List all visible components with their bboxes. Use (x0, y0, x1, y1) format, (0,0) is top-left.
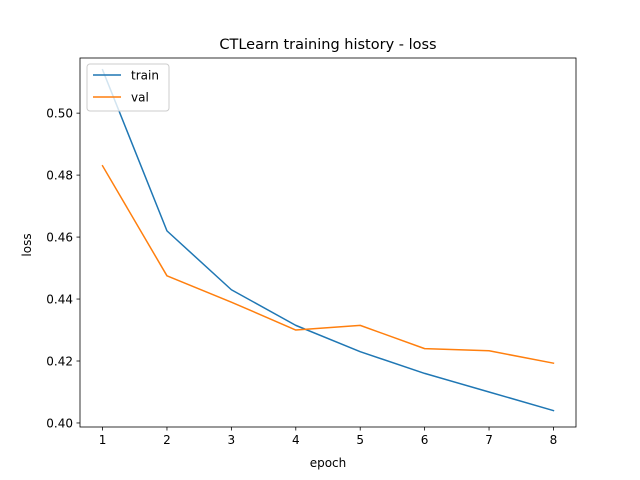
y-tick-label: 0.42 (46, 354, 73, 368)
y-tick-label: 0.46 (46, 230, 73, 244)
x-tick-label: 7 (485, 433, 493, 447)
x-tick-label: 8 (550, 433, 558, 447)
y-tick-label: 0.44 (46, 292, 73, 306)
y-tick-label: 0.50 (46, 106, 73, 120)
chart-title: CTLearn training history - loss (219, 37, 436, 53)
x-tick-label: 1 (99, 433, 107, 447)
legend: train val (86, 63, 170, 112)
x-tick-label: 5 (356, 433, 364, 447)
x-axis-label: epoch (310, 456, 347, 470)
series-line-train (101, 68, 555, 412)
y-tick-label: 0.40 (46, 416, 73, 430)
legend-label-val: val (131, 90, 149, 104)
y-tick-label: 0.48 (46, 168, 73, 182)
x-tick-label: 4 (292, 433, 300, 447)
series-line-val (101, 164, 555, 365)
x-tick-label: 2 (163, 433, 171, 447)
x-tick-label: 6 (421, 433, 429, 447)
legend-label-train: train (131, 68, 159, 82)
axes-frame (79, 57, 577, 428)
y-axis-label: loss (20, 233, 34, 256)
x-tick-label: 3 (228, 433, 236, 447)
plot-area: 1 2 3 4 5 6 7 8 0.40 0.42 0.44 0.46 0.48 0.50 (46, 57, 577, 447)
